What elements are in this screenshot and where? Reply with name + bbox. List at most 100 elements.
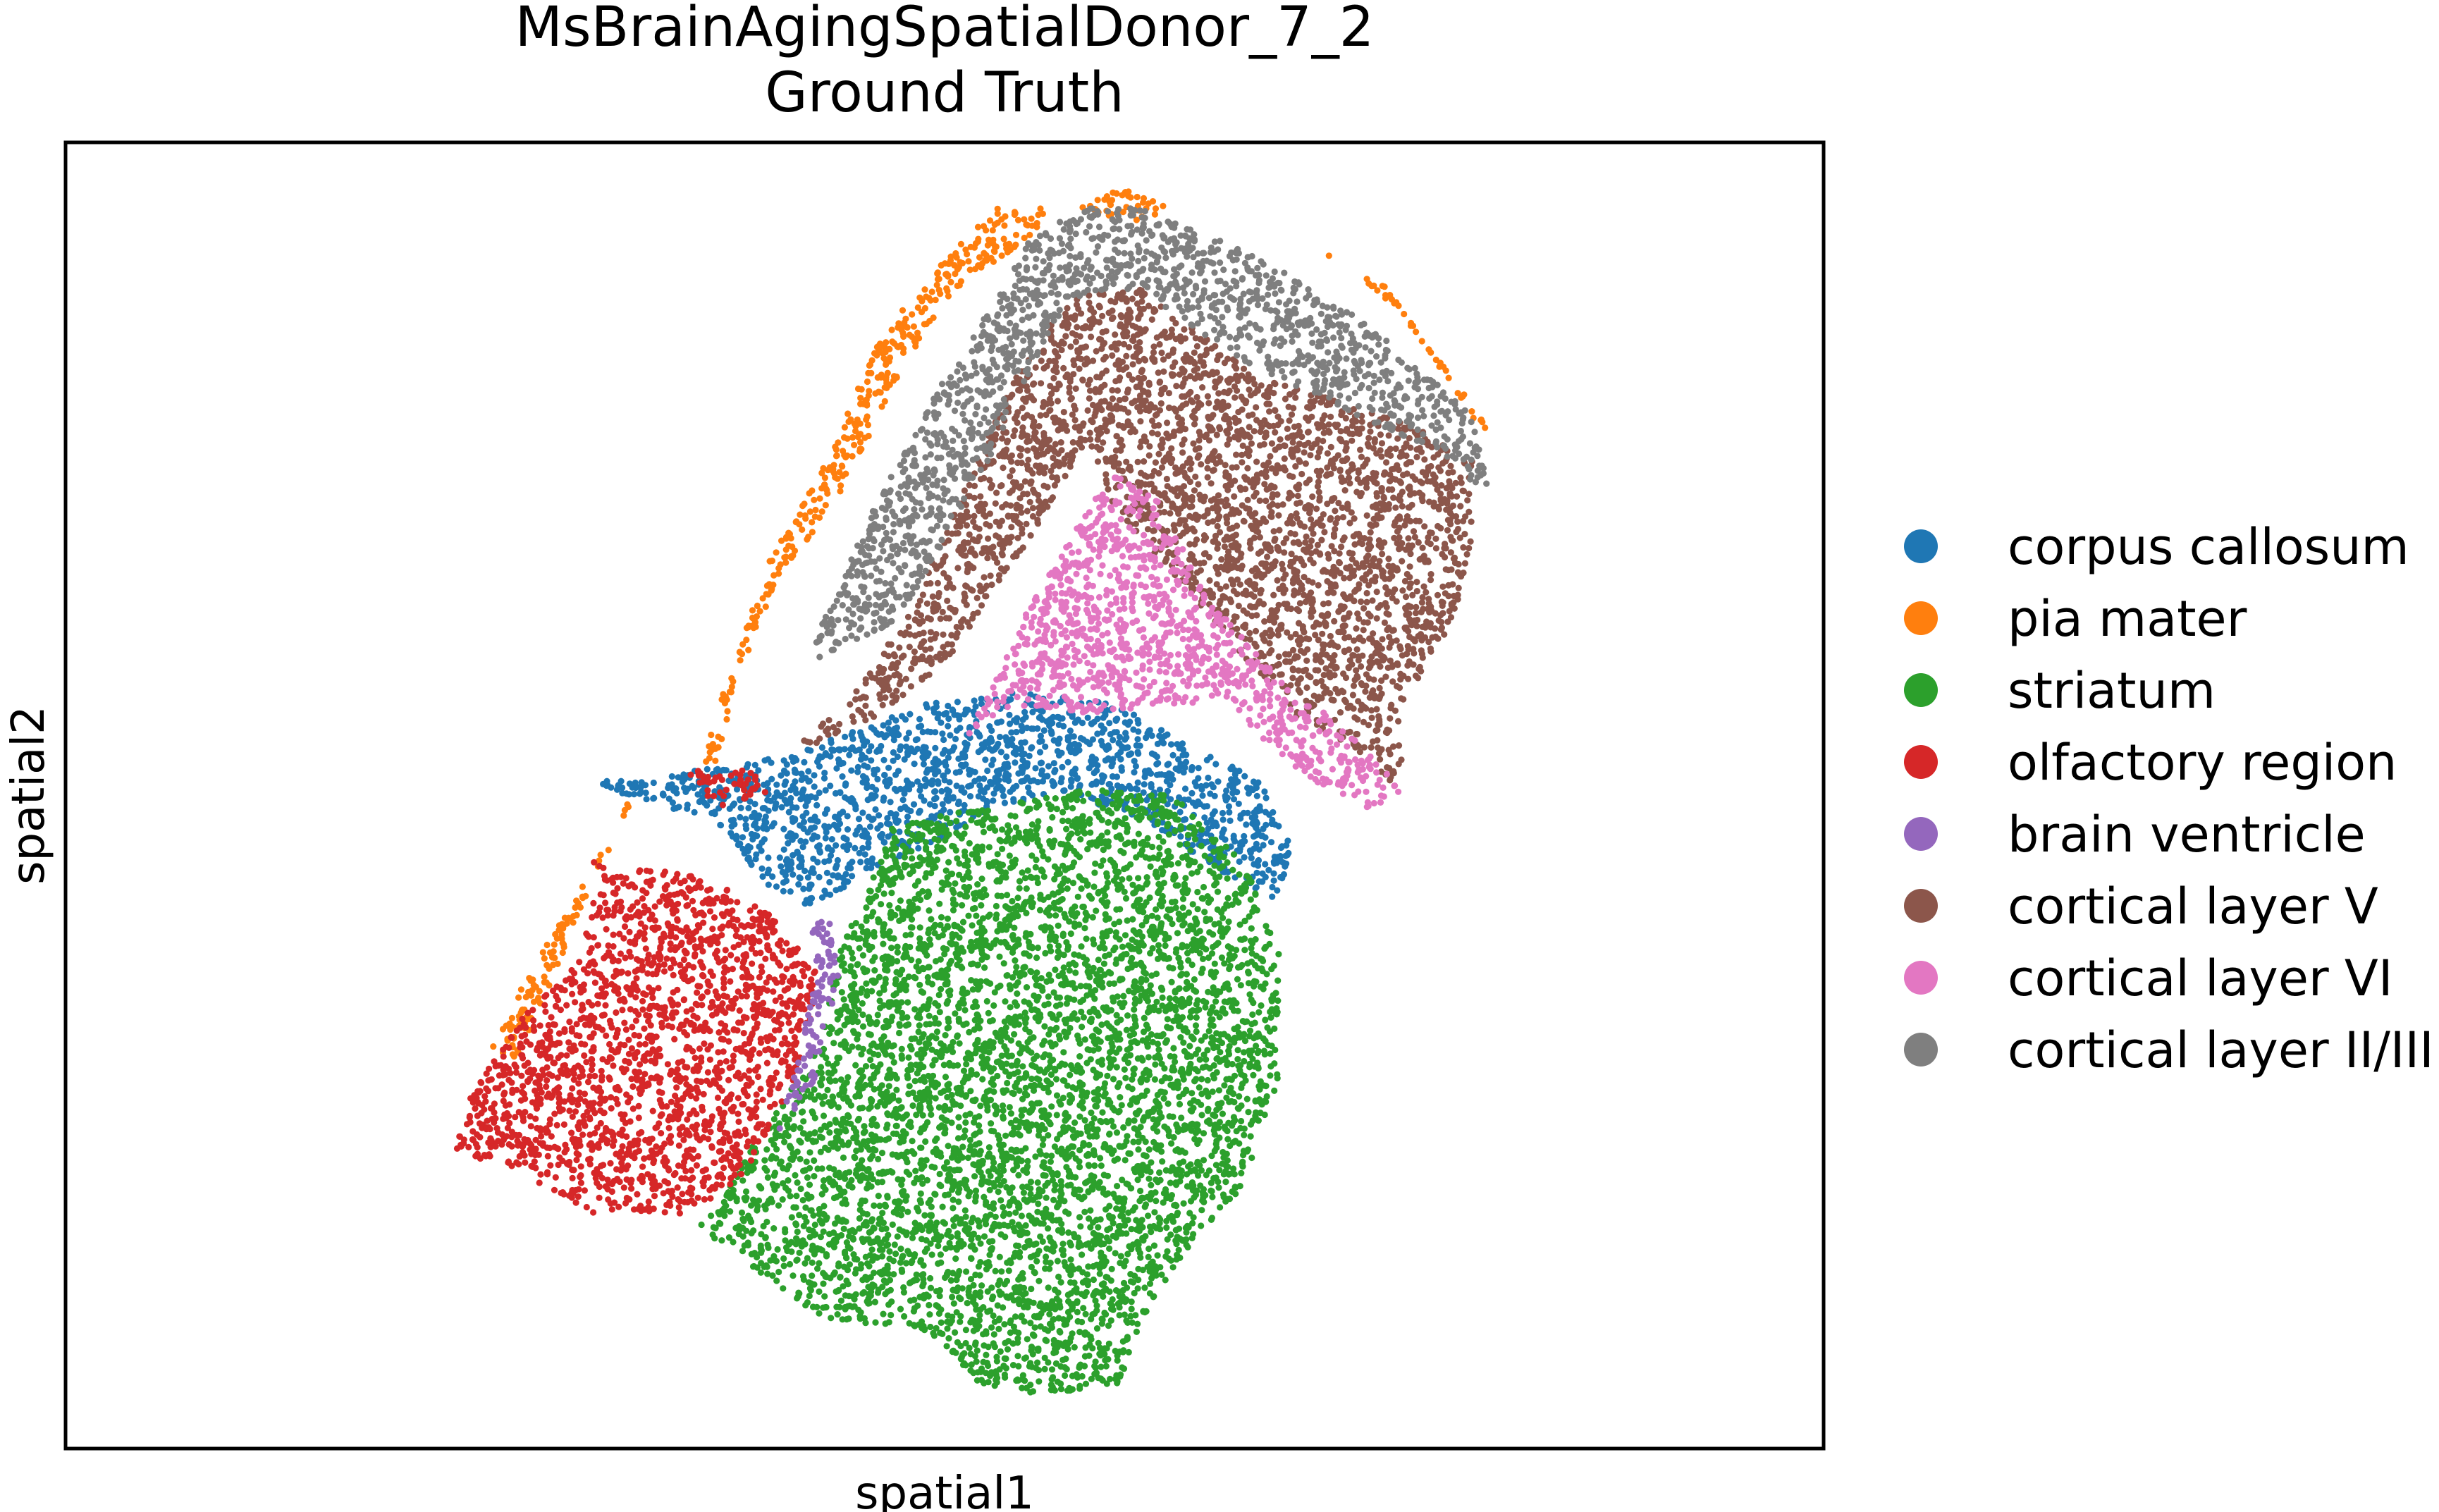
scatter-point (871, 1270, 878, 1277)
scatter-point (934, 715, 941, 722)
scatter-point (765, 881, 772, 888)
scatter-point (861, 851, 868, 858)
scatter-point (1275, 823, 1282, 830)
scatter-point (669, 799, 677, 806)
scatter-point (1270, 877, 1277, 884)
scatter-point (916, 1022, 923, 1029)
scatter-point (828, 836, 835, 843)
scatter-point (1139, 1057, 1146, 1064)
scatter-point (974, 223, 982, 231)
scatter-point (1258, 832, 1265, 840)
scatter-point (827, 753, 834, 760)
scatter-point (1110, 737, 1117, 744)
scatter-point (1020, 1189, 1027, 1196)
scatter-point (881, 771, 888, 779)
scatter-point (1265, 866, 1272, 873)
scatter-point (998, 252, 1005, 259)
scatter-point (823, 869, 830, 876)
scatter-point (801, 867, 809, 875)
scatter-point (624, 801, 631, 808)
scatter-point (1172, 904, 1179, 911)
scatter-point (1153, 761, 1160, 768)
scatter-point (1256, 803, 1263, 810)
scatter-point (1131, 769, 1138, 776)
scatter-point (830, 821, 838, 828)
scatter-point (908, 848, 915, 855)
scatter-point (1028, 792, 1036, 799)
scatter-point (911, 1078, 919, 1085)
scatter-point (841, 434, 848, 441)
scatter-point (1076, 1329, 1083, 1336)
scatter-point (781, 789, 788, 797)
scatter-point (735, 841, 742, 849)
scatter-point (1114, 1183, 1121, 1190)
scatter-point (972, 703, 979, 711)
scatter-point (950, 794, 957, 801)
scatter-point (962, 761, 969, 768)
scatter-point (1427, 349, 1434, 356)
scatter-point (721, 1212, 728, 1219)
scatter-point (888, 714, 895, 721)
scatter-point (890, 377, 897, 384)
scatter-point (1019, 1384, 1026, 1391)
scatter-point (898, 713, 906, 720)
scatter-point (1193, 1028, 1200, 1035)
scatter-point (994, 205, 1001, 212)
scatter-point (934, 276, 942, 283)
scatter-point (835, 756, 842, 763)
scatter-point (751, 809, 758, 816)
scatter-point (1226, 809, 1233, 816)
scatter-point (942, 837, 949, 844)
scatter-point (1223, 1076, 1230, 1083)
scatter-point (985, 1049, 993, 1056)
scatter-point (962, 1327, 969, 1334)
scatter-point (975, 793, 982, 800)
scatter-point (795, 881, 802, 888)
scatter-point (957, 1313, 964, 1320)
scatter-point (630, 791, 638, 798)
scatter-point (1104, 829, 1111, 836)
scatter-point (1255, 1009, 1262, 1016)
scatter-point (833, 842, 840, 849)
scatter-point (1241, 1131, 1248, 1138)
scatter-point (868, 855, 876, 862)
scatter-point (1212, 761, 1220, 768)
scatter-point (811, 1173, 818, 1180)
scatter-point (1036, 738, 1043, 745)
scatter-point (1201, 814, 1208, 821)
scatter-point (944, 915, 951, 922)
scatter-point (849, 859, 856, 866)
scatter-point (1150, 1242, 1158, 1249)
scatter-point (1074, 775, 1081, 782)
scatter-point (1006, 852, 1013, 859)
scatter-point (984, 1308, 991, 1315)
scatter-point (1229, 789, 1236, 797)
scatter-point (751, 761, 758, 768)
scatter-point (916, 294, 923, 301)
scatter-point (988, 780, 995, 787)
scatter-point (1124, 721, 1131, 728)
scatter-point (887, 1312, 895, 1319)
scatter-point (1112, 960, 1119, 967)
scatter-point (827, 782, 834, 789)
scatter-point (1106, 198, 1113, 205)
scatter-point (956, 1040, 963, 1047)
scatter-point (1084, 714, 1091, 721)
scatter-point (847, 416, 854, 423)
scatter-point (844, 1112, 852, 1119)
scatter-point (963, 1061, 970, 1068)
scatter-point (916, 787, 923, 794)
scatter-point (620, 812, 627, 819)
scatter-point (950, 1205, 957, 1212)
scatter-point (813, 833, 821, 840)
scatter-point (932, 744, 939, 751)
scatter-point (834, 856, 841, 864)
scatter-point (1062, 1372, 1069, 1379)
scatter-point (1181, 816, 1189, 823)
scatter-point (1040, 727, 1048, 734)
scatter-point (1445, 374, 1452, 381)
scatter-point (868, 864, 875, 871)
scatter-point (854, 827, 861, 834)
scatter-point (945, 715, 952, 723)
scatter-point (782, 778, 790, 785)
